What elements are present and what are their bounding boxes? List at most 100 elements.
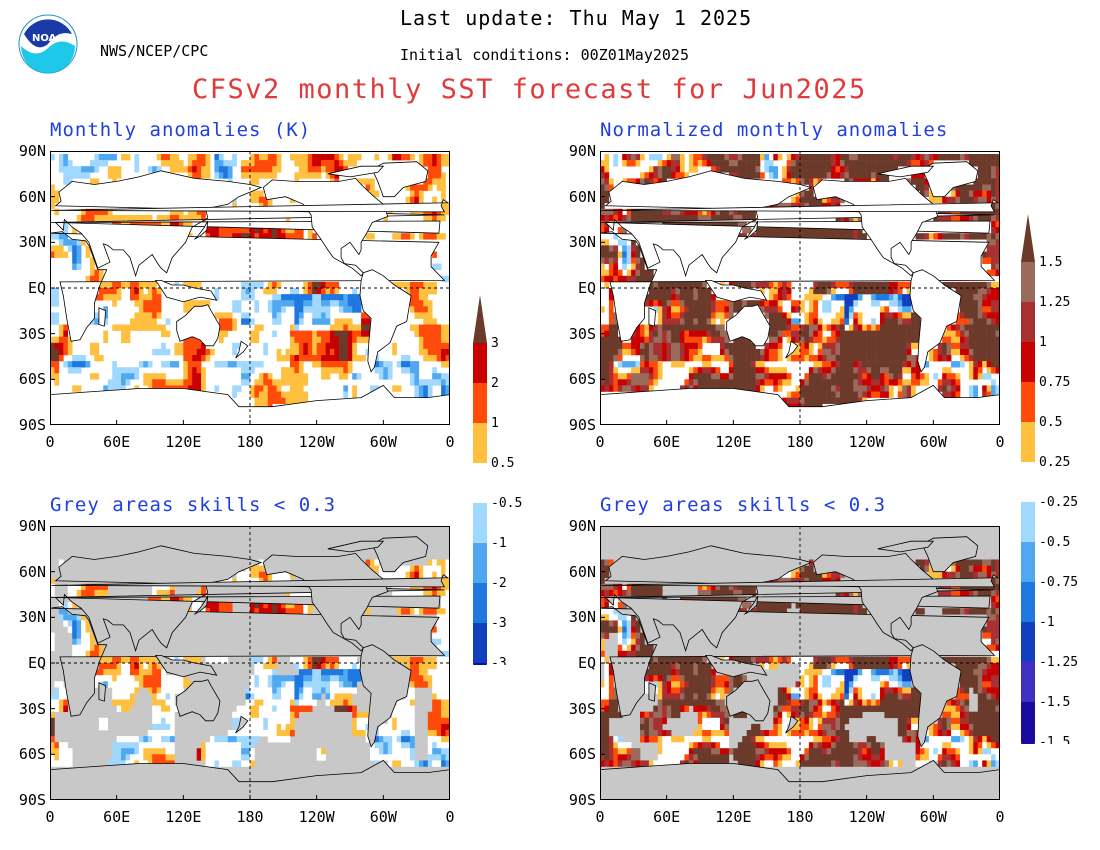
continent-uk: [601, 574, 1000, 588]
lat-label: EQ: [577, 279, 596, 297]
colorbar-segment: [473, 423, 487, 463]
colorbar-normalized: 1.5 1.25 1 0.75 0.5 0.25 -0.25 -0.5 -0.75 -1 -1.25…: [1018, 214, 1098, 744]
lon-label: 60E: [653, 808, 681, 826]
map-panel-normalized-skill: [600, 526, 1000, 800]
continent-japan: [194, 595, 209, 615]
lon-label: 0: [595, 433, 605, 451]
colorbar-top-arrow: [1021, 214, 1035, 262]
lon-label: 120W: [848, 433, 885, 451]
continent-japan: [744, 595, 759, 615]
colorbar-label: 1.25: [1039, 295, 1070, 310]
colorbar-label: 2: [491, 376, 499, 391]
colorbar-label: 1: [1039, 335, 1047, 350]
continent-madagascar: [648, 682, 657, 702]
lon-label: 120E: [165, 433, 202, 451]
continent-north-america: [812, 177, 939, 277]
lon-label: 180: [236, 433, 264, 451]
lon-label: 60W: [369, 433, 397, 451]
continent-greenland: [371, 161, 429, 198]
continent-south-america: [909, 644, 962, 748]
colorbar-segment: [1021, 502, 1035, 542]
colorbar-segment: [1021, 662, 1035, 702]
continent-indonesia: [154, 279, 218, 303]
continent-south-america: [359, 644, 412, 748]
lon-label: 0: [445, 808, 455, 826]
continent-eurasia: [600, 170, 995, 278]
continent-japan: [194, 220, 209, 240]
noaa-logo: NOAA: [18, 14, 78, 74]
continent-eurasia: [600, 545, 995, 653]
colorbar-segment: [473, 583, 487, 623]
colorbar-segment: [1021, 622, 1035, 662]
lat-label: 60N: [18, 187, 46, 206]
colorbar-segment: [1021, 342, 1035, 382]
continent-australia: [176, 679, 221, 722]
colorbar-segment: [1021, 582, 1035, 622]
colorbar-label: 0.5: [1039, 415, 1062, 430]
lat-label: EQ: [577, 654, 596, 672]
colorbar-label: -2: [491, 576, 507, 591]
continent-antarctica: [600, 384, 1000, 425]
continent-uk: [601, 199, 1000, 213]
last-update-label: Last update: Thu May 1 2025: [400, 6, 753, 30]
colorbar-segment: [1021, 382, 1035, 422]
colorbar-label: 3: [491, 336, 499, 351]
lat-label: 90N: [18, 517, 46, 535]
continent-uk: [51, 199, 450, 213]
colorbar-segment: [473, 503, 487, 543]
sst-field: [50, 154, 450, 411]
continent-greenland: [921, 161, 979, 198]
continents: [600, 161, 1000, 425]
continent-antarctica: [600, 759, 1000, 800]
lon-label: 0: [45, 808, 55, 826]
colorbar-neutral: [473, 463, 487, 503]
continent-australia: [726, 304, 771, 347]
colorbar-segment: [473, 543, 487, 583]
colorbar-label: -1: [1039, 615, 1055, 630]
continent-madagascar: [98, 682, 107, 702]
colorbar-segment: [1021, 262, 1035, 302]
colorbar-neutral: [1021, 462, 1035, 502]
lon-label: 0: [995, 433, 1005, 451]
map-panel-anomaly: [50, 151, 450, 425]
continent-arctic-islands: [327, 540, 385, 553]
continent-uk: [51, 574, 450, 588]
lon-label: 60W: [919, 433, 947, 451]
colorbar-label: -1.5: [1039, 735, 1070, 744]
colorbar-label: -1.5: [1039, 695, 1070, 710]
continent-indonesia: [704, 279, 768, 303]
continent-eurasia: [50, 170, 445, 278]
lon-label: 120E: [715, 808, 752, 826]
continent-arctic-islands: [327, 165, 385, 178]
colorbar-bottom-arrow: [1021, 742, 1035, 744]
lon-label: 180: [786, 433, 814, 451]
sst-field: [600, 154, 1000, 411]
continent-australia: [726, 679, 771, 722]
lat-label: 30S: [18, 324, 46, 343]
lon-label: 60E: [653, 433, 681, 451]
lon-label: 0: [995, 808, 1005, 826]
lat-label: 60S: [568, 370, 596, 389]
lat-label: 60S: [568, 745, 596, 764]
continent-south-america: [359, 269, 412, 373]
map-panel-anomaly-skill: [50, 526, 450, 800]
colorbar-label: -1.25: [1039, 655, 1078, 670]
continent-new-zealand: [785, 340, 799, 359]
lat-label: 60N: [568, 562, 596, 581]
colorbar-segment: [1021, 702, 1035, 742]
lat-label: 30S: [568, 324, 596, 343]
lon-label: 0: [595, 808, 605, 826]
lon-label: 180: [786, 808, 814, 826]
lat-label: 60S: [18, 745, 46, 764]
lon-label: 0: [45, 433, 55, 451]
colorbar-bottom-arrow: [473, 663, 487, 665]
lat-label: 30N: [568, 233, 596, 252]
lon-label: 60E: [103, 808, 131, 826]
lon-label: 60E: [103, 433, 131, 451]
lon-label: 60W: [369, 808, 397, 826]
panel-title-anomaly: Monthly anomalies (K): [50, 119, 312, 141]
colorbar-label: -1: [491, 536, 507, 551]
colorbar-segment: [1021, 422, 1035, 462]
lat-label: 30N: [18, 233, 46, 252]
continent-north-america: [262, 177, 389, 277]
